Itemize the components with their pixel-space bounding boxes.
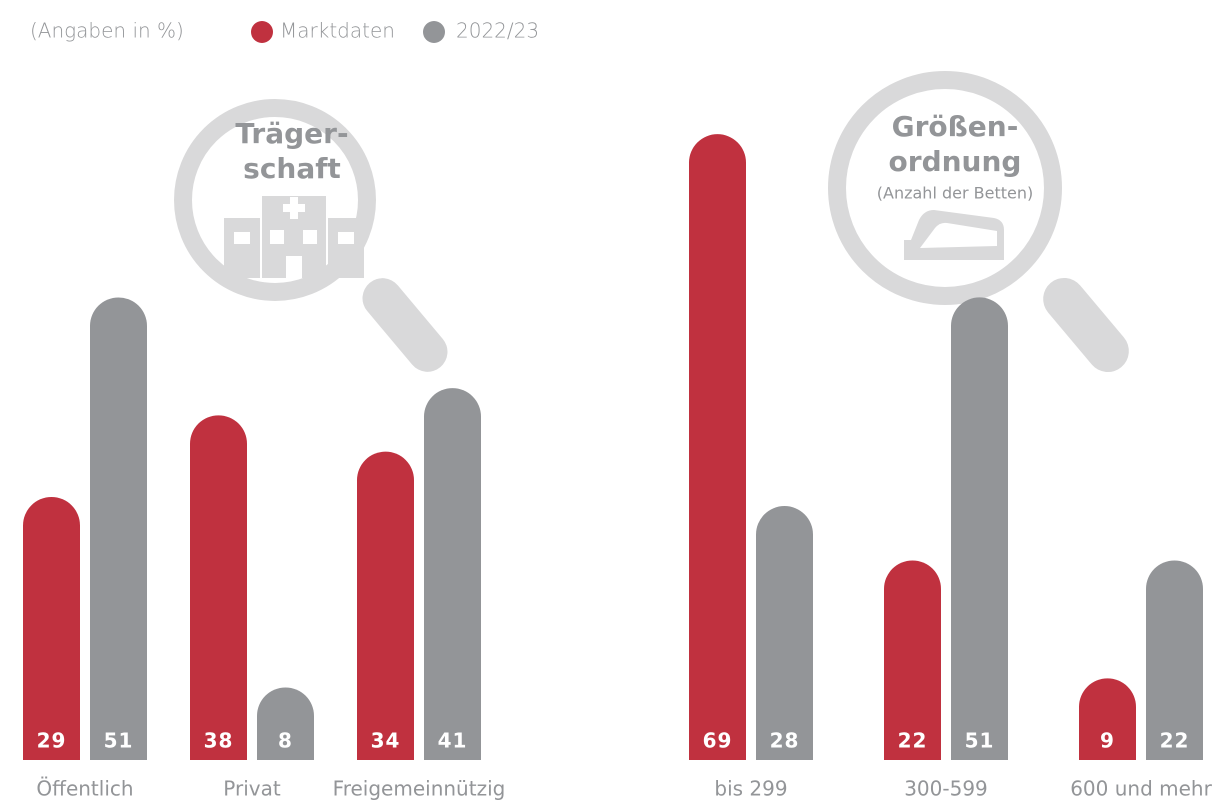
x-tick-label: Öffentlich: [36, 777, 133, 800]
bar: [689, 134, 746, 761]
legend-swatch: [251, 21, 273, 43]
bar: [90, 297, 147, 760]
x-tick-label: 300-599: [904, 777, 988, 800]
value-label: 28: [770, 729, 800, 753]
legend-label: 2022/23: [456, 19, 539, 43]
x-tick-label: Freigemeinnützig: [333, 777, 506, 800]
chart-subtitle: (Anzahl der Betten): [877, 184, 1033, 203]
bar: [424, 388, 481, 760]
chart-title: Größen-: [892, 110, 1019, 143]
bar: [1079, 678, 1136, 760]
value-label: 9: [1100, 729, 1115, 753]
bar: [257, 687, 314, 760]
value-label: 8: [278, 729, 293, 753]
chart-title: Träger-: [235, 117, 348, 150]
value-label: 22: [1160, 729, 1190, 753]
bar: [357, 451, 414, 760]
value-label: 38: [204, 729, 234, 753]
magnifier-icon: [174, 99, 448, 372]
value-label: 22: [898, 729, 928, 753]
legend-swatch: [423, 21, 445, 43]
bar: [756, 506, 813, 760]
bar: [884, 560, 941, 760]
bar: [23, 496, 80, 760]
value-label: 69: [703, 729, 733, 753]
value-label: 29: [37, 729, 67, 753]
x-tick-label: bis 299: [714, 777, 787, 800]
bar: [951, 297, 1008, 760]
value-label: 51: [965, 729, 995, 753]
note: (Angaben in %): [30, 19, 184, 43]
bar: [1146, 560, 1203, 760]
bar: [190, 415, 248, 760]
x-tick-label: Privat: [223, 777, 281, 800]
chart-title: ordnung: [889, 145, 1022, 178]
legend-label: Marktdaten: [280, 19, 395, 43]
magnifier-icon: [828, 71, 1129, 373]
chart-title: schaft: [243, 152, 341, 185]
value-label: 41: [438, 729, 468, 753]
value-label: 51: [104, 729, 134, 753]
value-label: 34: [371, 729, 401, 753]
x-tick-label: 600 und mehr: [1070, 777, 1212, 800]
